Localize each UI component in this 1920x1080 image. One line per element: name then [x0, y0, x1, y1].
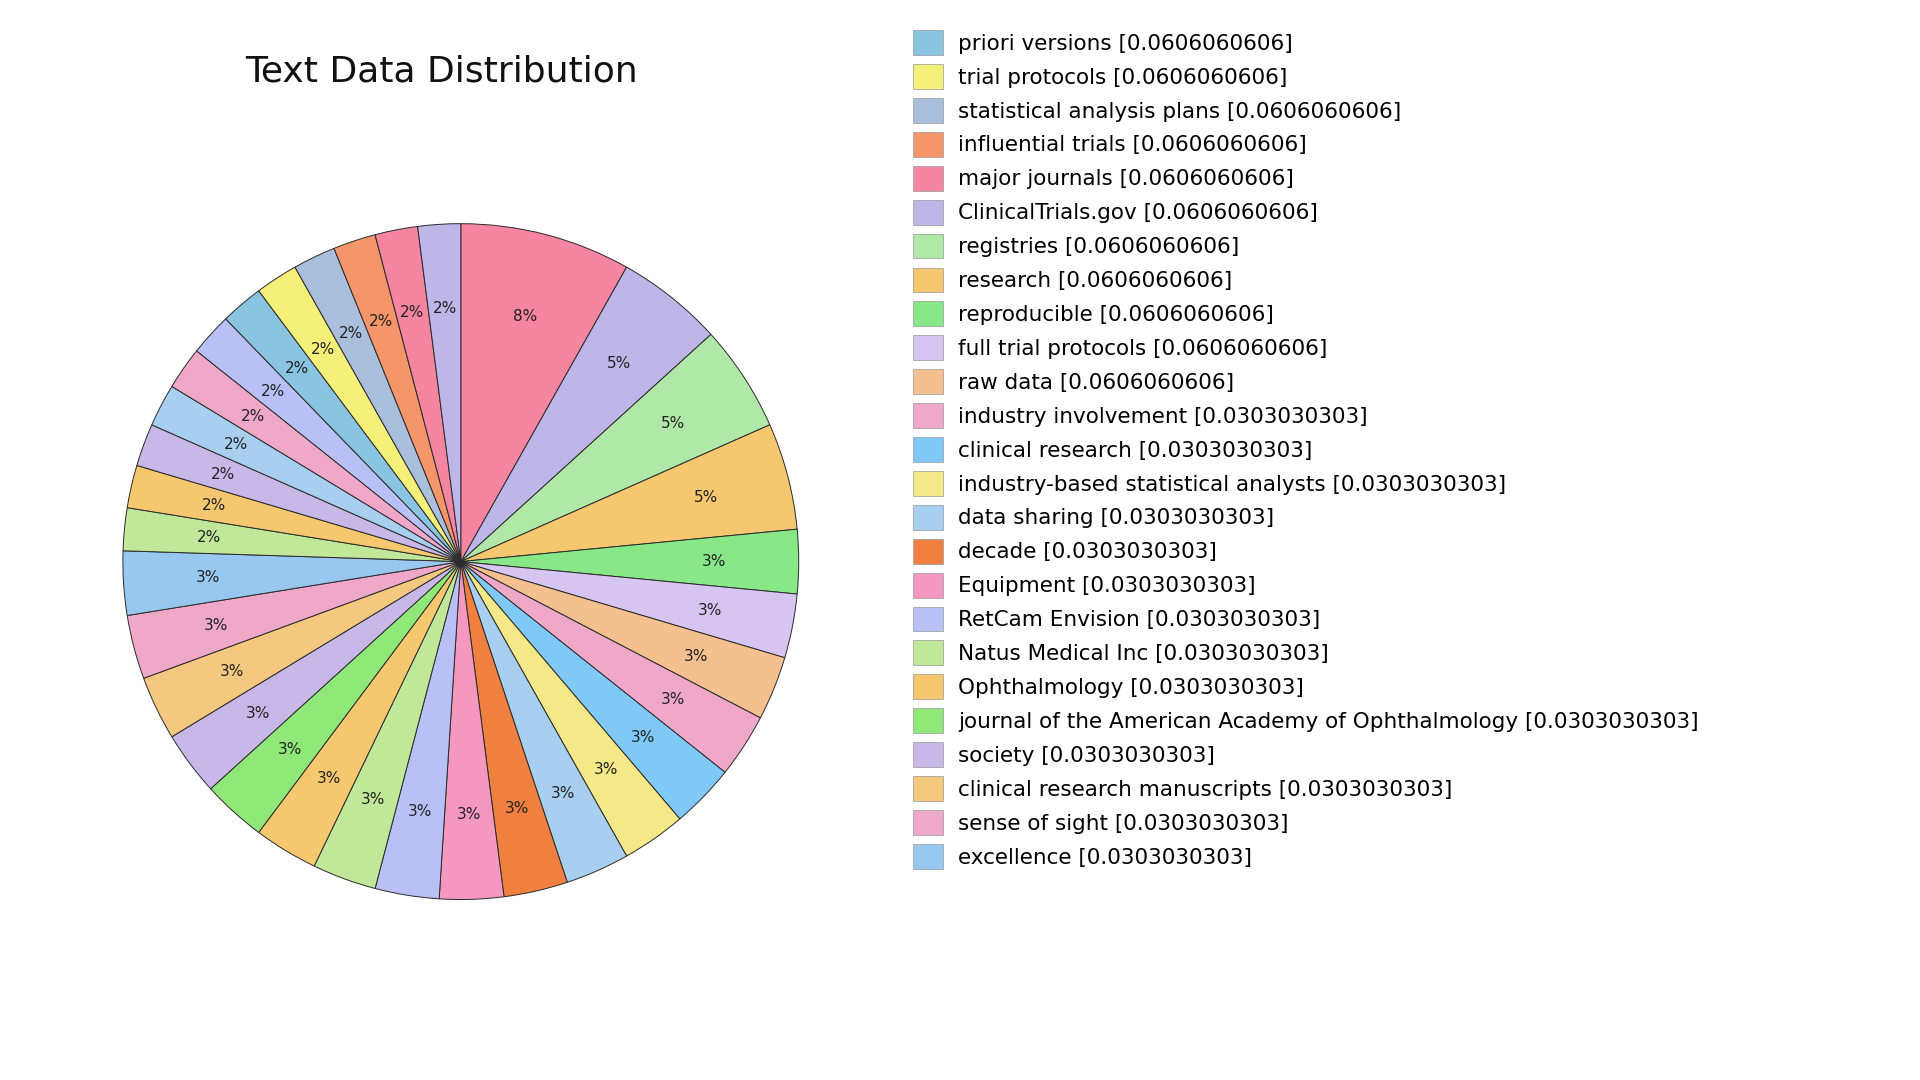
- Text: 2%: 2%: [338, 326, 363, 341]
- Wedge shape: [461, 335, 770, 562]
- Text: 3%: 3%: [703, 554, 726, 569]
- Text: 3%: 3%: [317, 771, 342, 786]
- Wedge shape: [374, 227, 461, 562]
- Text: 5%: 5%: [660, 416, 685, 431]
- Text: 5%: 5%: [693, 490, 718, 504]
- Wedge shape: [259, 267, 461, 562]
- Wedge shape: [461, 562, 785, 718]
- Wedge shape: [127, 465, 461, 562]
- Wedge shape: [461, 224, 626, 562]
- Wedge shape: [136, 424, 461, 562]
- Text: 2%: 2%: [284, 361, 309, 376]
- Text: 3%: 3%: [246, 705, 271, 720]
- Wedge shape: [144, 562, 461, 737]
- Text: 2%: 2%: [211, 467, 234, 482]
- Wedge shape: [123, 551, 461, 616]
- Text: 3%: 3%: [361, 792, 386, 807]
- Wedge shape: [461, 562, 680, 856]
- Text: 2%: 2%: [196, 530, 221, 544]
- Text: 3%: 3%: [593, 762, 618, 777]
- Wedge shape: [211, 562, 461, 833]
- Text: 5%: 5%: [607, 356, 632, 370]
- Wedge shape: [196, 319, 461, 562]
- Wedge shape: [461, 424, 797, 562]
- Text: 3%: 3%: [409, 805, 432, 820]
- Text: 3%: 3%: [697, 603, 722, 618]
- Text: 2%: 2%: [202, 498, 227, 513]
- Text: 3%: 3%: [505, 801, 530, 816]
- Text: 2%: 2%: [261, 383, 286, 399]
- Text: 3%: 3%: [630, 730, 655, 745]
- Wedge shape: [461, 562, 626, 882]
- Text: 3%: 3%: [204, 619, 228, 633]
- Wedge shape: [227, 291, 461, 562]
- Wedge shape: [152, 387, 461, 562]
- Text: 2%: 2%: [240, 409, 265, 424]
- Text: 2%: 2%: [311, 341, 334, 356]
- Wedge shape: [171, 351, 461, 562]
- Wedge shape: [334, 234, 461, 562]
- Text: 3%: 3%: [551, 786, 576, 801]
- Wedge shape: [461, 529, 799, 594]
- Wedge shape: [461, 562, 760, 772]
- Wedge shape: [171, 562, 461, 788]
- Text: 8%: 8%: [513, 309, 538, 324]
- Wedge shape: [123, 508, 461, 562]
- Text: 3%: 3%: [278, 742, 303, 757]
- Wedge shape: [461, 562, 726, 819]
- Wedge shape: [259, 562, 461, 866]
- Wedge shape: [296, 248, 461, 562]
- Wedge shape: [461, 562, 566, 896]
- Text: 3%: 3%: [684, 649, 708, 664]
- Wedge shape: [440, 562, 505, 900]
- Text: 2%: 2%: [369, 313, 394, 328]
- Wedge shape: [127, 562, 461, 678]
- Text: 3%: 3%: [221, 664, 244, 679]
- Text: 2%: 2%: [432, 301, 457, 316]
- Wedge shape: [461, 562, 797, 658]
- Wedge shape: [417, 224, 461, 562]
- Wedge shape: [315, 562, 461, 889]
- Text: Text Data Distribution: Text Data Distribution: [246, 54, 637, 87]
- Wedge shape: [461, 267, 710, 562]
- Text: 3%: 3%: [660, 692, 685, 707]
- Text: 2%: 2%: [225, 437, 248, 451]
- Text: 2%: 2%: [399, 306, 424, 321]
- Legend: priori versions [0.0606060606], trial protocols [0.0606060606], statistical anal: priori versions [0.0606060606], trial pr…: [904, 22, 1707, 877]
- Text: 3%: 3%: [457, 808, 482, 822]
- Wedge shape: [374, 562, 461, 899]
- Text: 3%: 3%: [196, 570, 221, 585]
